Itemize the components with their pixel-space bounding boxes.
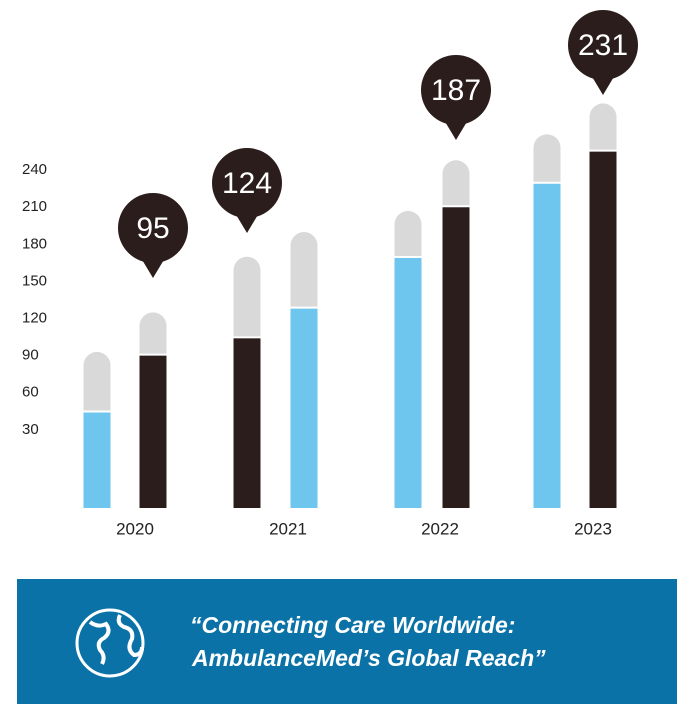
badge-label: 95: [136, 212, 169, 245]
y-tick-label: 60: [22, 384, 39, 401]
banner-line: AmbulanceMed’s Global Reach”: [191, 645, 546, 671]
bar-cap: [290, 231, 318, 307]
y-tick-label: 210: [22, 198, 47, 215]
banner: [17, 579, 677, 704]
bar-cap: [394, 210, 422, 256]
x-tick-label: 2020: [116, 519, 154, 538]
y-tick-label: 120: [22, 310, 47, 327]
bar: [233, 338, 261, 508]
globe-icon: [75, 608, 145, 678]
badge-label: 187: [431, 74, 481, 107]
bar-cap: [533, 134, 561, 182]
y-tick-label: 180: [22, 235, 47, 252]
badge-shape: [444, 120, 468, 140]
y-tick-label: 90: [22, 347, 39, 364]
badge-label: 124: [222, 167, 272, 200]
badge-shape: [591, 75, 615, 95]
bar: [290, 308, 318, 508]
bar-cap: [589, 103, 617, 150]
bar-cap: [233, 256, 261, 337]
badge-shape: [212, 148, 282, 218]
banner-line: “Connecting Care Worldwide:: [190, 612, 515, 638]
y-tick-label: 150: [22, 272, 47, 289]
y-tick-label: 240: [22, 161, 47, 178]
x-tick-label: 2021: [269, 519, 307, 538]
badge-shape: [568, 10, 638, 80]
badge-label: 231: [578, 29, 628, 62]
bar: [442, 207, 470, 509]
bar: [83, 412, 111, 508]
x-tick-label: 2023: [574, 519, 612, 538]
y-tick-label: 30: [22, 421, 39, 438]
bar: [139, 355, 167, 508]
bar-cap: [139, 312, 167, 354]
bar: [533, 183, 561, 509]
badge-shape: [421, 55, 491, 125]
x-tick-label: 2022: [421, 519, 459, 538]
bar-cap: [83, 351, 111, 411]
bar: [394, 257, 422, 508]
bar: [589, 151, 617, 509]
bar-cap: [442, 160, 470, 206]
badge-shape: [235, 213, 259, 233]
badge-shape: [141, 258, 165, 278]
badge-shape: [118, 193, 188, 263]
